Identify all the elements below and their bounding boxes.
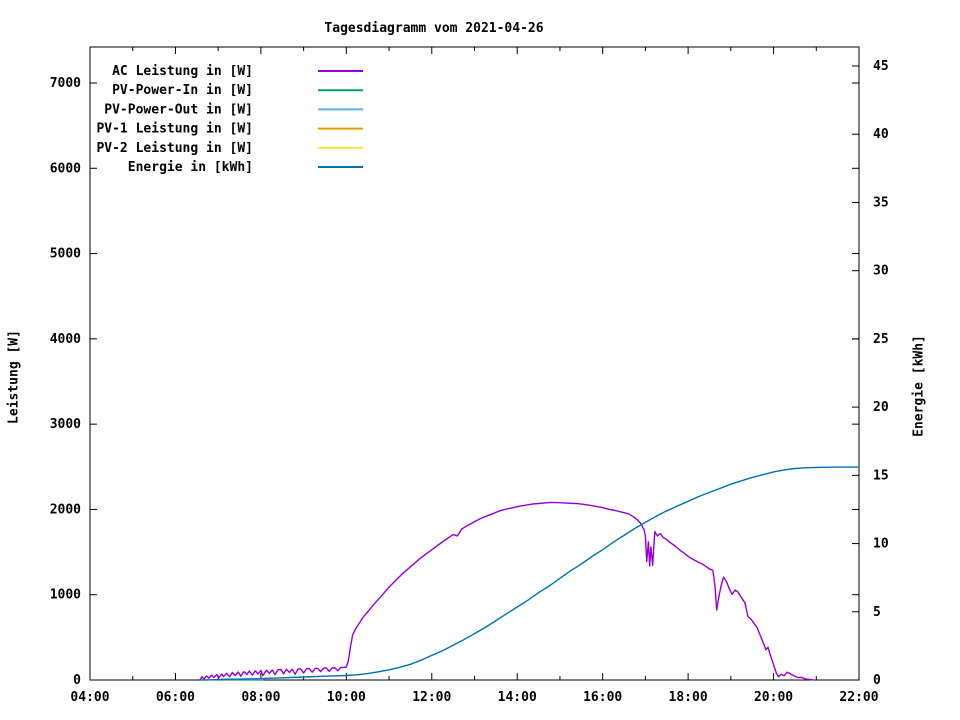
y-axis-tick-label: 0	[73, 673, 81, 688]
y2-axis-tick-label: 35	[873, 195, 889, 210]
legend-label-energie-in-kwh: Energie in [kWh]	[128, 160, 253, 175]
y-axis-tick-label: 5000	[50, 247, 81, 262]
y2-axis-tick-label: 10	[873, 537, 889, 552]
series-energie-in-kwh-line	[200, 466, 860, 681]
x-axis-tick-label: 20:00	[754, 690, 793, 705]
legend-label-ac-leistung-in-w: AC Leistung in [W]	[112, 64, 253, 79]
y2-axis-tick-label: 5	[873, 605, 881, 620]
y2-axis-tick-label: 30	[873, 264, 889, 279]
legend-label-pv-power-in-in-w: PV-Power-In in [W]	[112, 83, 253, 98]
legend-label-pv-2-leistung-in-w: PV-2 Leistung in [W]	[96, 141, 253, 156]
y2-axis-tick-label: 40	[873, 127, 889, 142]
y-axis-tick-label: 6000	[50, 161, 81, 176]
y-axis-tick-label: 2000	[50, 502, 81, 517]
y2-axis-tick-label: 25	[873, 332, 889, 347]
x-axis-tick-label: 04:00	[70, 690, 109, 705]
x-axis-tick-label: 06:00	[156, 690, 195, 705]
y2-axis-tick-label: 45	[873, 59, 889, 74]
x-axis-tick-label: 22:00	[839, 690, 878, 705]
y-axis-tick-label: 1000	[50, 588, 81, 603]
x-axis-tick-label: 18:00	[669, 690, 708, 705]
legend-label-pv-power-out-in-w: PV-Power-Out in [W]	[104, 102, 253, 117]
y-axis-tick-label: 7000	[50, 76, 81, 91]
chart-title: Tagesdiagramm vom 2021-04-26	[324, 21, 544, 36]
x-axis-tick-label: 08:00	[241, 690, 280, 705]
x-axis-tick-label: 12:00	[412, 690, 451, 705]
x-axis-tick-label: 10:00	[327, 690, 366, 705]
series-ac-leistung-in-w-line	[199, 501, 814, 681]
y2-axis-tick-label: 15	[873, 468, 889, 483]
x-axis-tick-label: 14:00	[498, 690, 537, 705]
x-axis-tick-label: 16:00	[583, 690, 622, 705]
y2-axis-tick-label: 0	[873, 673, 881, 688]
y-axis-tick-label: 3000	[50, 417, 81, 432]
y-axis-label-right: Energie [kWh]	[911, 335, 927, 437]
legend-label-pv-1-leistung-in-w: PV-1 Leistung in [W]	[96, 122, 253, 137]
y-axis-tick-label: 4000	[50, 332, 81, 347]
y2-axis-tick-label: 20	[873, 400, 889, 415]
y-axis-label-left: Leistung [W]	[6, 330, 22, 424]
